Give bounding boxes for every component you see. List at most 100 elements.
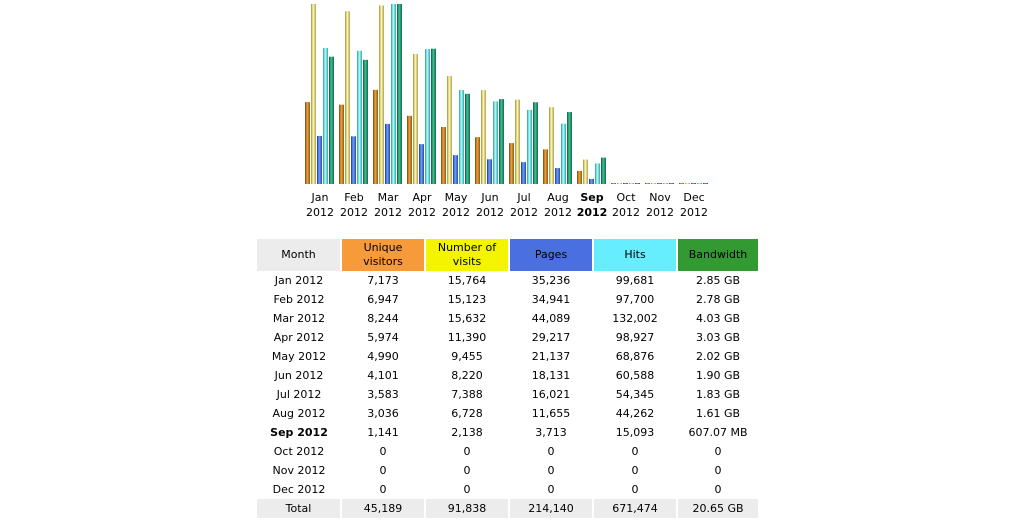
cell-pages: 29,217	[531, 331, 571, 344]
cell-month: Jun 2012	[274, 369, 324, 382]
cell-unique-visitors: 5,974	[367, 331, 399, 344]
month-label-dec: Dec	[683, 191, 704, 204]
cell-unique-visitors: 1,141	[367, 426, 399, 439]
cell-number-of-visits: 15,764	[447, 274, 487, 287]
bars-layer	[305, 4, 708, 185]
cell-number-of-visits: 15,123	[447, 293, 487, 306]
cell-pages: 0	[547, 445, 555, 458]
table-row: Nov 2012 0 0 0 0 0	[257, 461, 759, 480]
bar-hits-oct	[629, 183, 634, 184]
cell-number-of-visits: 0	[463, 445, 471, 458]
cell-bandwidth: 1.90 GB	[695, 369, 741, 382]
bar-number-of-visits-jun	[481, 90, 486, 184]
year-label-sep: 2012	[577, 206, 608, 219]
cell-hits: 44,262	[615, 407, 655, 420]
year-label-jun: 2012	[476, 206, 504, 219]
cell-month: Jan 2012	[274, 274, 324, 287]
cell-number-of-visits: 8,220	[451, 369, 483, 382]
month-label-apr: Apr	[412, 191, 432, 204]
bar-pages-aug	[555, 168, 560, 184]
bar-number-of-visits-feb	[345, 11, 350, 184]
bar-unique-visitors-jul	[509, 143, 514, 184]
bar-number-of-visits-oct	[617, 183, 622, 184]
cell-unique-visitors: 3,036	[367, 407, 399, 420]
cell-month: Dec 2012	[272, 483, 326, 496]
cell-hits: 68,876	[615, 350, 655, 363]
cell-unique-visitors: 4,101	[367, 369, 399, 382]
total-unique-visitors: 45,189	[341, 499, 426, 518]
cell-hits: 97,700	[615, 293, 655, 306]
cell-hits: 60,588	[615, 369, 655, 382]
total-hits: 671,474	[593, 499, 678, 518]
cell-pages: 21,137	[531, 350, 571, 363]
bar-pages-dec	[691, 183, 696, 184]
cell-pages: 11,655	[531, 407, 571, 420]
bar-hits-dec	[697, 183, 702, 184]
bar-pages-sep	[589, 178, 594, 184]
cell-pages: 16,021	[531, 388, 571, 401]
table-row: Oct 2012 0 0 0 0 0	[257, 442, 759, 461]
bar-number-of-visits-apr	[413, 53, 418, 184]
bar-pages-may	[453, 155, 458, 184]
month-label-jan: Jan	[311, 191, 329, 204]
cell-bandwidth: 2.02 GB	[695, 350, 741, 363]
cell-bandwidth: 0	[714, 483, 722, 496]
cell-hits: 0	[631, 464, 639, 477]
cell-pages: 0	[547, 483, 555, 496]
bar-number-of-visits-jan	[311, 4, 316, 184]
bar-pages-nov	[657, 183, 662, 184]
cell-pages: 34,941	[531, 293, 571, 306]
table-row: Feb 2012 6,947 15,123 34,941 97,700 2.78…	[257, 290, 759, 309]
cell-hits: 54,345	[615, 388, 655, 401]
bar-unique-visitors-dec	[679, 183, 684, 184]
bar-hits-sep	[595, 163, 600, 184]
total-pages: 214,140	[509, 499, 594, 518]
cell-unique-visitors: 4,990	[367, 350, 399, 363]
month-label-aug: Aug	[547, 191, 568, 204]
bar-bandwidth-apr	[431, 48, 436, 185]
cell-bandwidth: 3.03 GB	[695, 331, 741, 344]
header-unique-visitors: Unique visitors	[341, 239, 426, 271]
bar-unique-visitors-apr	[407, 115, 412, 184]
bar-hits-jul	[527, 109, 532, 184]
bar-unique-visitors-jun	[475, 137, 480, 184]
monthly-stats-table: Month Unique visitors Number of visits P…	[257, 239, 760, 518]
month-label-jul: Jul	[516, 191, 530, 204]
bar-bandwidth-oct	[635, 183, 640, 184]
table-row-current-month: Sep 2012 1,141 2,138 3,713 15,093 607.07…	[257, 423, 759, 442]
bar-pages-jun	[487, 159, 492, 184]
table-row: Jun 2012 4,101 8,220 18,131 60,588 1.90 …	[257, 366, 759, 385]
cell-month: May 2012	[271, 350, 327, 363]
cell-bandwidth: 0	[714, 464, 722, 477]
cell-bandwidth: 1.61 GB	[695, 407, 741, 420]
bar-unique-visitors-sep	[577, 170, 582, 184]
bar-number-of-visits-aug	[549, 107, 554, 184]
cell-bandwidth: 4.03 GB	[695, 312, 741, 325]
month-label-mar: Mar	[378, 191, 399, 204]
cell-bandwidth: 1.83 GB	[695, 388, 741, 401]
table-row: Dec 2012 0 0 0 0 0	[257, 480, 759, 499]
year-label-feb: 2012	[340, 206, 368, 219]
year-label-jan: 2012	[306, 206, 334, 219]
cell-bandwidth: 2.85 GB	[695, 274, 741, 287]
cell-unique-visitors: 7,173	[367, 274, 399, 287]
year-label-oct: 2012	[612, 206, 640, 219]
bar-hits-aug	[561, 123, 566, 184]
cell-number-of-visits: 0	[463, 483, 471, 496]
cell-bandwidth: 607.07 MB	[688, 426, 748, 439]
cell-number-of-visits: 15,632	[447, 312, 487, 325]
bar-hits-jan	[323, 48, 328, 184]
header-pages: Pages	[509, 239, 594, 271]
bar-number-of-visits-dec	[685, 183, 690, 184]
table-header-row: Month Unique visitors Number of visits P…	[257, 239, 760, 271]
bar-bandwidth-jul	[533, 102, 538, 184]
bar-pages-apr	[419, 144, 424, 184]
bar-hits-may	[459, 90, 464, 184]
cell-hits: 0	[631, 483, 639, 496]
bar-unique-visitors-oct	[611, 183, 616, 184]
cell-month: Apr 2012	[273, 331, 325, 344]
bar-bandwidth-feb	[363, 59, 368, 184]
cell-pages: 35,236	[531, 274, 571, 287]
year-label-may: 2012	[442, 206, 470, 219]
cell-unique-visitors: 0	[379, 483, 387, 496]
